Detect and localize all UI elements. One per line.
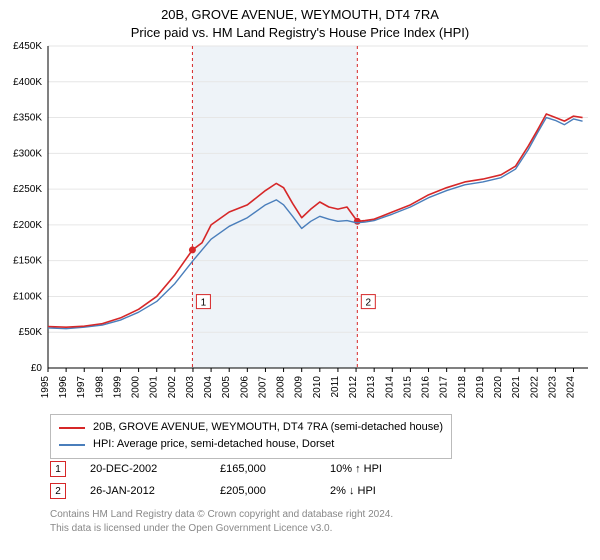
legend-item: HPI: Average price, semi-detached house,… bbox=[59, 436, 443, 453]
transaction-badge: 1 bbox=[50, 461, 66, 477]
svg-text:2019: 2019 bbox=[475, 376, 486, 399]
legend-item: 20B, GROVE AVENUE, WEYMOUTH, DT4 7RA (se… bbox=[59, 419, 443, 436]
transaction-row: 1 20-DEC-2002£165,00010% ↑ HPI bbox=[50, 458, 420, 480]
svg-text:£100K: £100K bbox=[13, 291, 42, 302]
svg-text:£300K: £300K bbox=[13, 148, 42, 159]
attribution-line2: This data is licensed under the Open Gov… bbox=[50, 522, 393, 536]
transaction-diff: 10% ↑ HPI bbox=[330, 463, 420, 475]
svg-text:2024: 2024 bbox=[566, 376, 577, 399]
chart-title: 20B, GROVE AVENUE, WEYMOUTH, DT4 7RA Pri… bbox=[0, 0, 600, 41]
svg-text:2017: 2017 bbox=[439, 376, 450, 399]
svg-text:£150K: £150K bbox=[13, 256, 42, 267]
svg-text:£400K: £400K bbox=[13, 77, 42, 88]
svg-text:1998: 1998 bbox=[94, 376, 105, 399]
legend-swatch bbox=[59, 427, 85, 429]
legend: 20B, GROVE AVENUE, WEYMOUTH, DT4 7RA (se… bbox=[50, 414, 452, 459]
svg-text:2018: 2018 bbox=[457, 376, 468, 399]
svg-text:2013: 2013 bbox=[366, 376, 377, 399]
svg-text:£200K: £200K bbox=[13, 220, 42, 231]
transaction-date: 26-JAN-2012 bbox=[90, 485, 220, 497]
svg-text:2020: 2020 bbox=[493, 376, 504, 399]
svg-text:2014: 2014 bbox=[384, 376, 395, 399]
transaction-price: £205,000 bbox=[220, 485, 330, 497]
svg-text:2009: 2009 bbox=[294, 376, 305, 399]
legend-label: HPI: Average price, semi-detached house,… bbox=[93, 436, 334, 453]
transaction-price: £165,000 bbox=[220, 463, 330, 475]
svg-text:1995: 1995 bbox=[40, 376, 51, 399]
svg-text:2010: 2010 bbox=[312, 376, 323, 399]
title-line1: 20B, GROVE AVENUE, WEYMOUTH, DT4 7RA bbox=[161, 7, 439, 22]
svg-text:2: 2 bbox=[366, 298, 372, 309]
svg-text:2001: 2001 bbox=[149, 376, 160, 399]
svg-text:2006: 2006 bbox=[239, 376, 250, 399]
svg-text:2011: 2011 bbox=[330, 376, 341, 398]
transactions-table: 1 20-DEC-2002£165,00010% ↑ HPI 2 26-JAN-201… bbox=[50, 458, 420, 502]
svg-text:2002: 2002 bbox=[167, 376, 178, 399]
svg-text:2005: 2005 bbox=[221, 376, 232, 399]
transaction-badge: 2 bbox=[50, 483, 66, 499]
svg-text:2003: 2003 bbox=[185, 376, 196, 399]
svg-text:2007: 2007 bbox=[257, 376, 268, 399]
svg-text:2021: 2021 bbox=[511, 376, 522, 399]
title-line2: Price paid vs. HM Land Registry's House … bbox=[0, 24, 600, 42]
attribution-line1: Contains HM Land Registry data © Crown c… bbox=[50, 508, 393, 522]
svg-text:1996: 1996 bbox=[58, 376, 69, 399]
svg-text:£50K: £50K bbox=[19, 327, 43, 338]
svg-text:2016: 2016 bbox=[421, 376, 432, 399]
svg-text:2000: 2000 bbox=[131, 376, 142, 399]
legend-swatch bbox=[59, 444, 85, 446]
svg-text:£250K: £250K bbox=[13, 184, 42, 195]
svg-text:2008: 2008 bbox=[276, 376, 287, 399]
transaction-row: 2 26-JAN-2012£205,0002% ↓ HPI bbox=[50, 480, 420, 502]
chart-container: 20B, GROVE AVENUE, WEYMOUTH, DT4 7RA Pri… bbox=[0, 0, 600, 560]
svg-text:2004: 2004 bbox=[203, 376, 214, 399]
svg-text:1999: 1999 bbox=[112, 376, 123, 399]
svg-text:1: 1 bbox=[201, 298, 207, 309]
svg-text:2023: 2023 bbox=[547, 376, 558, 399]
transaction-diff: 2% ↓ HPI bbox=[330, 485, 420, 497]
line-chart-svg: £0 £50K £100K £150K £200K £250K £300K £350K £400… bbox=[0, 42, 600, 407]
svg-text:2012: 2012 bbox=[348, 376, 359, 399]
legend-label: 20B, GROVE AVENUE, WEYMOUTH, DT4 7RA (se… bbox=[93, 419, 443, 436]
svg-text:1997: 1997 bbox=[76, 376, 87, 399]
svg-text:£350K: £350K bbox=[13, 113, 42, 124]
svg-text:£0: £0 bbox=[31, 363, 43, 374]
attribution-text: Contains HM Land Registry data © Crown c… bbox=[50, 508, 393, 535]
transaction-date: 20-DEC-2002 bbox=[90, 463, 220, 475]
svg-text:2015: 2015 bbox=[402, 376, 413, 399]
svg-text:£450K: £450K bbox=[13, 42, 42, 52]
chart-area: £0 £50K £100K £150K £200K £250K £300K £350K £400… bbox=[0, 42, 600, 407]
svg-text:2022: 2022 bbox=[529, 376, 540, 399]
